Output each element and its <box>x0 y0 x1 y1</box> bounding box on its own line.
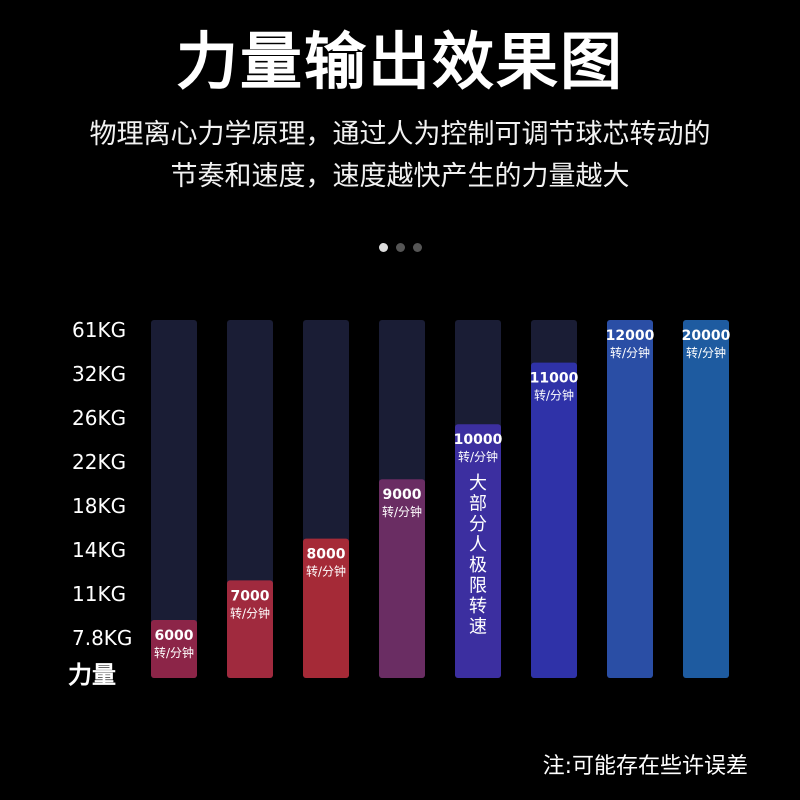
bar-unit-label: 转/分钟 <box>534 388 574 403</box>
bar <box>455 424 501 678</box>
subtitle-line-1: 物理离心力学原理，通过人为控制可调节球芯转动的 <box>89 119 711 150</box>
subtitle: 物理离心力学原理，通过人为控制可调节球芯转动的 节奏和速度，速度越快产生的力量越… <box>0 114 800 198</box>
bar <box>303 538 349 678</box>
footnote: 注:可能存在些许误差 <box>542 754 748 779</box>
bar-track <box>151 320 197 678</box>
bar-unit-label: 转/分钟 <box>230 605 270 620</box>
bar-value-label: 7000 <box>231 588 270 604</box>
bar-unit-label: 转/分钟 <box>458 449 498 464</box>
carousel-dot-3[interactable] <box>412 243 422 252</box>
bar <box>379 479 425 678</box>
bar-value-label: 11000 <box>530 371 579 387</box>
carousel-dot-2[interactable] <box>395 243 405 252</box>
bar-annotation: 大部分人极限转速 <box>469 473 487 638</box>
bar-value-label: 20000 <box>682 328 731 344</box>
bar-unit-label: 转/分钟 <box>610 345 650 360</box>
y-tick-label: 18KG <box>72 494 126 518</box>
bar-value-label: 6000 <box>155 628 194 644</box>
y-tick-label: 7.8KG <box>72 626 132 650</box>
bar <box>607 320 653 678</box>
y-tick-label: 22KG <box>72 450 126 474</box>
bar-unit-label: 转/分钟 <box>306 564 346 579</box>
bar-unit-label: 转/分钟 <box>154 645 194 660</box>
bar <box>227 580 273 678</box>
bar-unit-label: 转/分钟 <box>686 345 726 360</box>
y-tick-label: 61KG <box>72 318 126 342</box>
subtitle-line-2: 节奏和速度，速度越快产生的力量越大 <box>170 161 630 192</box>
y-tick-label: 14KG <box>72 538 126 562</box>
bar-value-label: 10000 <box>454 432 503 448</box>
bar <box>531 362 577 678</box>
y-axis-label: 力量 <box>68 661 116 689</box>
y-tick-label: 32KG <box>72 362 126 386</box>
bar-value-label: 8000 <box>307 547 346 563</box>
bar-value-label: 12000 <box>606 328 655 344</box>
carousel-dots <box>0 243 800 252</box>
bar-unit-label: 转/分钟 <box>382 504 422 519</box>
bar-value-label: 9000 <box>383 487 422 503</box>
y-tick-label: 11KG <box>72 582 126 606</box>
bar <box>683 320 729 678</box>
page-title: 力量输出效果图 <box>175 25 624 98</box>
bar <box>151 620 197 678</box>
y-tick-label: 26KG <box>72 406 126 430</box>
carousel-dot-1[interactable] <box>378 243 388 252</box>
